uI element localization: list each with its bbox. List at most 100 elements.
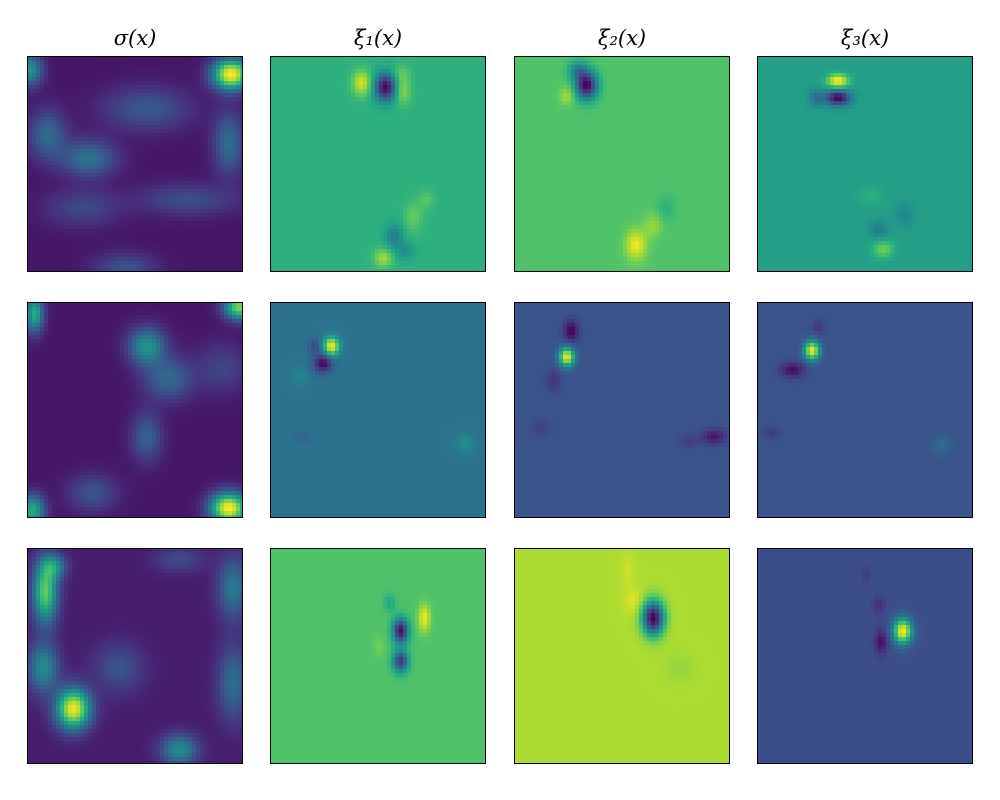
heatmap-cell — [228, 229, 233, 234]
heatmap-cell — [335, 101, 340, 106]
heatmap-cell — [220, 73, 225, 78]
heatmap-cell — [395, 97, 400, 102]
heatmap-cell — [367, 113, 372, 118]
heatmap-cell — [192, 229, 197, 234]
heatmap-cell — [168, 85, 173, 90]
heatmap-cell — [132, 93, 137, 98]
heatmap-cell — [92, 149, 97, 154]
heatmap-cell — [447, 101, 452, 106]
heatmap-cell — [44, 61, 49, 66]
heatmap-cell — [471, 165, 476, 170]
heatmap-cell — [128, 173, 133, 178]
heatmap-cell — [208, 65, 213, 70]
heatmap-cell — [431, 137, 436, 142]
heatmap-cell — [152, 81, 157, 86]
heatmap-cell — [96, 105, 101, 110]
heatmap-cell — [236, 165, 241, 170]
heatmap-cell — [220, 121, 225, 126]
heatmap-cell — [271, 97, 276, 102]
heatmap-cell — [204, 149, 209, 154]
heatmap-cell — [407, 117, 412, 122]
heatmap-cell — [84, 129, 89, 134]
heatmap-cell — [48, 185, 53, 190]
heatmap-cell — [188, 189, 193, 194]
heatmap-cell — [236, 205, 241, 210]
heatmap-cell — [435, 149, 440, 154]
heatmap-cell — [443, 65, 448, 70]
heatmap-cell — [96, 217, 101, 222]
heatmap-cell — [160, 253, 165, 258]
heatmap-cell — [479, 185, 484, 190]
heatmap-cell — [100, 113, 105, 118]
heatmap-cell — [228, 149, 233, 154]
heatmap-cell — [200, 257, 205, 262]
heatmap-cell — [48, 253, 53, 258]
heatmap-cell — [427, 69, 432, 74]
heatmap-cell — [188, 177, 193, 182]
heatmap-cell — [200, 177, 205, 182]
heatmap-cell — [411, 173, 416, 178]
heatmap-cell — [351, 121, 356, 126]
heatmap-cell — [156, 77, 161, 82]
heatmap-cell — [475, 189, 480, 194]
heatmap-cell — [192, 265, 197, 270]
heatmap-cell — [80, 109, 85, 114]
heatmap-cell — [471, 97, 476, 102]
heatmap-cell — [36, 213, 41, 218]
heatmap-cell — [291, 73, 296, 78]
heatmap-cell — [192, 149, 197, 154]
heatmap-cell — [212, 73, 217, 78]
heatmap-cell — [172, 229, 177, 234]
heatmap-cell — [56, 113, 61, 118]
heatmap-cell — [192, 85, 197, 90]
heatmap-cell — [228, 253, 233, 258]
heatmap-cell — [32, 221, 37, 226]
heatmap-cell — [403, 117, 408, 122]
heatmap-cell — [156, 89, 161, 94]
heatmap-cell — [204, 269, 209, 271]
heatmap-cell — [367, 165, 372, 170]
heatmap-cell — [291, 205, 296, 210]
heatmap-cell — [136, 153, 141, 158]
heatmap-cell — [100, 69, 105, 74]
heatmap-cell — [188, 137, 193, 142]
heatmap-cell — [307, 61, 312, 66]
heatmap-cell — [411, 161, 416, 166]
heatmap-cell — [144, 153, 149, 158]
heatmap-cell — [335, 153, 340, 158]
heatmap-cell — [40, 261, 45, 266]
heatmap-cell — [32, 153, 37, 158]
heatmap-cell — [467, 125, 472, 130]
heatmap-cell — [180, 269, 185, 271]
heatmap-cell — [295, 65, 300, 70]
heatmap-cell — [188, 121, 193, 126]
heatmap-cell — [60, 73, 65, 78]
heatmap-cell — [411, 157, 416, 162]
heatmap-cell — [156, 161, 161, 166]
heatmap-cell — [132, 77, 137, 82]
heatmap-cell — [455, 105, 460, 110]
heatmap-cell — [279, 65, 284, 70]
heatmap-cell — [168, 185, 173, 190]
heatmap-cell — [188, 157, 193, 162]
heatmap-cell — [144, 197, 149, 202]
heatmap-cell — [76, 93, 81, 98]
heatmap-cell — [224, 189, 229, 194]
heatmap-cell — [375, 189, 380, 194]
heatmap-cell — [56, 213, 61, 218]
heatmap-cell — [64, 197, 69, 202]
heatmap-cell — [435, 169, 440, 174]
heatmap-cell — [128, 77, 133, 82]
heatmap-cell — [120, 181, 125, 186]
heatmap-cell — [431, 109, 436, 114]
heatmap-cell — [208, 189, 213, 194]
heatmap-cell — [152, 213, 157, 218]
heatmap-cell — [212, 81, 217, 86]
heatmap-cell — [204, 101, 209, 106]
heatmap-cell — [240, 241, 242, 246]
heatmap-cell — [319, 117, 324, 122]
heatmap-cell — [116, 125, 121, 130]
heatmap-cell — [28, 201, 33, 206]
heatmap-cell — [224, 209, 229, 214]
heatmap-cell — [216, 65, 221, 70]
